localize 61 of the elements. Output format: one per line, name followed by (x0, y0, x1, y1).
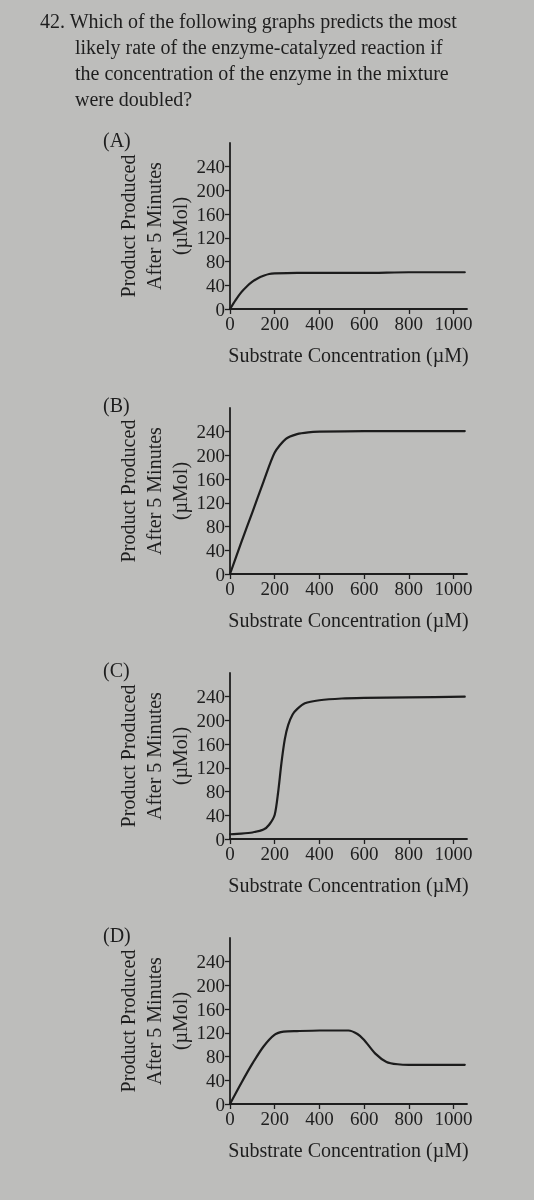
y-tick-label: 200 (196, 179, 225, 201)
y-tick-label: 200 (196, 709, 225, 731)
x-tick-label: 1000 (434, 313, 473, 334)
y-axis-title: Product Produced After 5 Minutes (µMol) (116, 419, 192, 563)
y-tick-label: 40 (206, 274, 225, 296)
x-tick-label: 400 (305, 578, 334, 599)
y-tick-label: 120 (196, 492, 225, 514)
y-tick-label: 240 (196, 421, 225, 443)
y-tick-label: 0 (215, 1093, 225, 1115)
y-tick-label: 160 (196, 998, 225, 1020)
chart-title: (A) (103, 129, 131, 152)
x-tick-label: 800 (394, 843, 424, 864)
y-tick-label: 240 (196, 951, 225, 973)
y-tick-label: 160 (196, 733, 225, 755)
y-tick-label: 80 (206, 516, 225, 538)
x-axis-title: Substrate Concentration (µM) (228, 344, 469, 367)
y-tick-label: 40 (206, 539, 225, 561)
x-axis-title: Substrate Concentration (µM) (228, 1139, 469, 1162)
x-tick-label: 400 (305, 1108, 334, 1129)
x-axis-title: Substrate Concentration (µM) (228, 874, 469, 897)
x-tick-label: 600 (349, 843, 379, 864)
x-axis-title: Substrate Concentration (µM) (228, 609, 469, 632)
x-tick-label: 800 (394, 313, 424, 334)
y-tick-label: 40 (206, 804, 225, 826)
chart-title: (D) (103, 924, 131, 947)
y-tick-label: 120 (196, 1022, 225, 1044)
y-tick-label: 160 (196, 203, 225, 225)
x-tick-label: 400 (305, 313, 334, 334)
chart-title: (B) (103, 394, 130, 417)
y-tick-label: 80 (206, 251, 225, 273)
y-tick-label: 0 (215, 563, 225, 585)
x-tick-label: 600 (349, 313, 379, 334)
x-tick-label: 200 (260, 1108, 289, 1129)
y-tick-label: 80 (206, 781, 225, 803)
x-tick-label: 800 (394, 1108, 424, 1129)
x-tick-label: 200 (260, 313, 289, 334)
y-axis-title: Product Produced After 5 Minutes (µMol) (116, 154, 192, 298)
x-tick-label: 600 (349, 1108, 379, 1129)
x-tick-label: 600 (349, 578, 379, 599)
x-tick-label: 1000 (434, 843, 473, 864)
y-axis-title: Product Produced After 5 Minutes (µMol) (116, 949, 192, 1093)
y-tick-label: 40 (206, 1069, 225, 1091)
y-tick-label: 240 (196, 156, 225, 178)
x-tick-label: 1000 (434, 578, 473, 599)
x-tick-label: 200 (260, 843, 289, 864)
chart-title: (C) (103, 659, 130, 682)
y-tick-label: 160 (196, 468, 225, 490)
y-axis-title: Product Produced After 5 Minutes (µMol) (116, 684, 192, 828)
x-tick-label: 800 (394, 578, 424, 599)
y-tick-label: 120 (196, 227, 225, 249)
text: 42. Which of the following graphs predicts the most likely rate of the enzyme-catalyzed reaction if the concentration of the enzyme in the mixture were doubled? (39, 9, 458, 112)
y-tick-label: 0 (215, 828, 225, 850)
y-tick-label: 200 (196, 444, 225, 466)
y-tick-label: 240 (196, 686, 225, 708)
y-tick-label: 200 (196, 974, 225, 996)
y-tick-label: 120 (196, 757, 225, 779)
x-tick-label: 400 (305, 843, 334, 864)
y-tick-label: 0 (215, 298, 225, 320)
y-tick-label: 80 (206, 1046, 225, 1068)
x-tick-label: 1000 (434, 1108, 473, 1129)
x-tick-label: 200 (260, 578, 289, 599)
